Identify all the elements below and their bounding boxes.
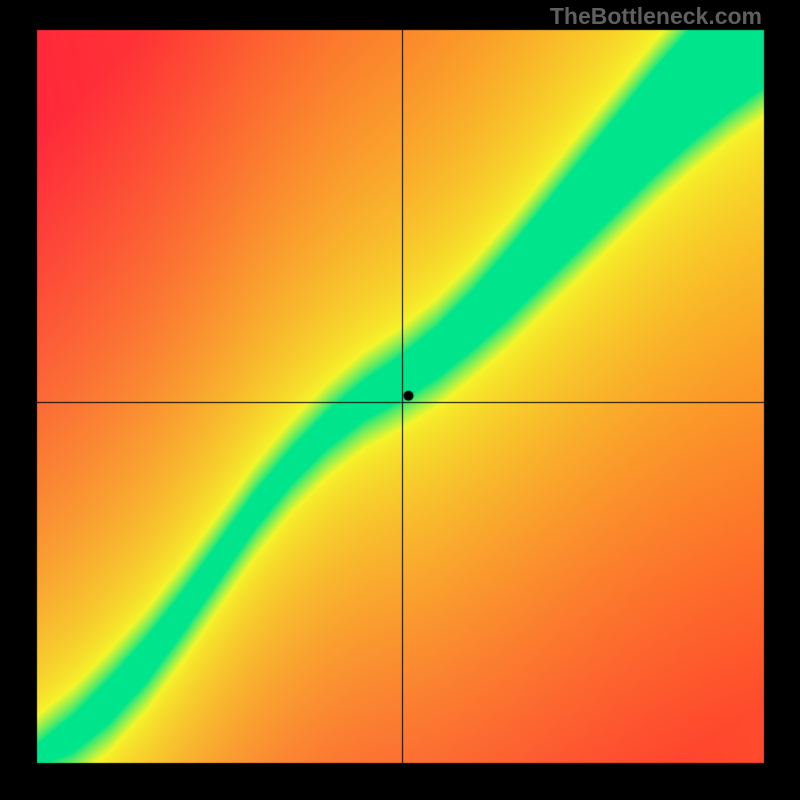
watermark-text: TheBottleneck.com — [550, 3, 762, 30]
bottleneck-heatmap — [0, 0, 800, 800]
